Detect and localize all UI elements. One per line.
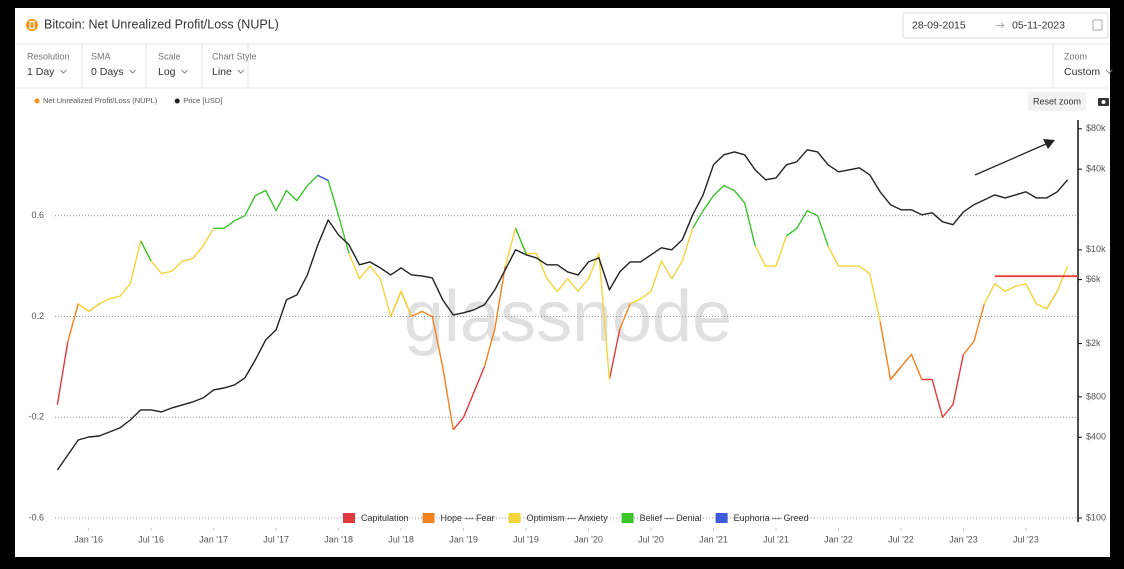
x-tick-label: Jul '16 bbox=[138, 534, 164, 544]
legend-swatch bbox=[343, 513, 355, 523]
x-tick-label: Jan '18 bbox=[324, 534, 353, 544]
y-tick-label: 0.6 bbox=[31, 210, 44, 220]
x-tick-label: Jan '21 bbox=[699, 534, 728, 544]
legend-swatch bbox=[508, 513, 521, 523]
control-label: Resolution bbox=[27, 51, 70, 61]
control-value: Line bbox=[212, 66, 232, 78]
legend-swatch bbox=[621, 513, 634, 523]
nupl-line bbox=[140, 174, 829, 262]
reset-zoom-label: Reset zoom bbox=[1033, 96, 1081, 106]
price-line bbox=[56, 149, 1069, 471]
y2-tick-label: $800 bbox=[1086, 391, 1106, 401]
legend-dot bbox=[34, 98, 40, 104]
x-tick-label: Jan '23 bbox=[949, 534, 978, 544]
control-label: Zoom bbox=[1064, 51, 1087, 61]
nupl-line bbox=[317, 174, 329, 182]
chevron bbox=[129, 69, 137, 74]
chevron bbox=[60, 69, 67, 74]
camera-lens bbox=[1101, 100, 1106, 104]
nupl-line bbox=[56, 328, 965, 431]
date-from: 28-09-2015 bbox=[912, 19, 966, 31]
control-value: Log bbox=[158, 66, 176, 78]
control-label: Scale bbox=[158, 51, 181, 61]
y2-tick-label: $100 bbox=[1086, 512, 1106, 522]
control-value: Custom bbox=[1064, 66, 1100, 78]
control-value: 0 Days bbox=[91, 66, 124, 78]
y2-tick-label: $2k bbox=[1086, 338, 1101, 348]
bitcoin-icon-mark bbox=[29, 20, 35, 30]
legend-label: Belief — Denial bbox=[640, 513, 702, 523]
legend-label: Hope — Fear bbox=[441, 513, 495, 523]
legend-label: Euphoria — Greed bbox=[734, 513, 809, 523]
chevron bbox=[1105, 69, 1113, 74]
x-tick-label: Jul '20 bbox=[638, 534, 664, 544]
x-tick-label: Jan '19 bbox=[449, 534, 478, 544]
chevron bbox=[181, 69, 188, 74]
date-range[interactable] bbox=[902, 12, 1109, 39]
chevron bbox=[237, 69, 245, 74]
y2-tick-label: $10k bbox=[1086, 244, 1106, 254]
page-title: Bitcoin: Net Unrealized Profit/Loss (NUP… bbox=[44, 17, 279, 31]
y2-tick-label: $80k bbox=[1086, 123, 1106, 133]
x-tick-label: Jul '21 bbox=[763, 534, 789, 544]
y-tick-label: -0.6 bbox=[28, 512, 44, 522]
x-tick-label: Jan '22 bbox=[824, 534, 853, 544]
x-tick-label: Jan '17 bbox=[199, 534, 228, 544]
legend-swatch bbox=[422, 513, 435, 523]
control-label: Chart Style bbox=[212, 51, 257, 61]
plot: glassnode -0.6 -0.2 0.2 0.6 $100 $400 $800 $2k $6… bbox=[28, 120, 1106, 544]
x-tick-label: Jul '23 bbox=[1013, 534, 1039, 544]
legend-label: Net Unrealized Profit/Loss (NUPL) bbox=[43, 96, 158, 105]
legend-label: Price [USD] bbox=[183, 96, 222, 105]
calendar-icon bbox=[1092, 19, 1103, 31]
legend-dot bbox=[174, 98, 180, 104]
x-tick-label: Jul '18 bbox=[388, 534, 414, 544]
panel bbox=[15, 8, 1110, 557]
x-tick-label: Jul '22 bbox=[888, 534, 914, 544]
date-arrow-head bbox=[1000, 22, 1005, 29]
legend-swatch bbox=[715, 513, 728, 523]
date-to: 05-11-2023 bbox=[1012, 19, 1065, 31]
y2-tick-label: $6k bbox=[1086, 274, 1101, 284]
y-tick-label: -0.2 bbox=[28, 412, 44, 422]
x-tick-label: Jul '17 bbox=[263, 534, 289, 544]
x-tick-label: Jan '20 bbox=[574, 534, 603, 544]
reset-zoom-button[interactable] bbox=[1028, 92, 1086, 111]
control-label: SMA bbox=[91, 51, 111, 61]
x-tick-label: Jan '16 bbox=[74, 534, 103, 544]
legend-label: Capitulation bbox=[361, 513, 409, 523]
bitcoin-icon bbox=[26, 19, 38, 31]
control-value: 1 Day bbox=[27, 66, 55, 78]
watermark: glassnode bbox=[404, 277, 732, 357]
annotation-arrow-head bbox=[1043, 139, 1055, 149]
y2-tick-label: $40k bbox=[1086, 164, 1106, 174]
legend-label: Optimism — Anxiety bbox=[527, 513, 609, 523]
y2-tick-label: $400 bbox=[1086, 432, 1106, 442]
y-tick-label: 0.2 bbox=[31, 311, 44, 321]
annotation-arrow bbox=[974, 143, 1047, 176]
x-tick-label: Jul '19 bbox=[513, 534, 539, 544]
